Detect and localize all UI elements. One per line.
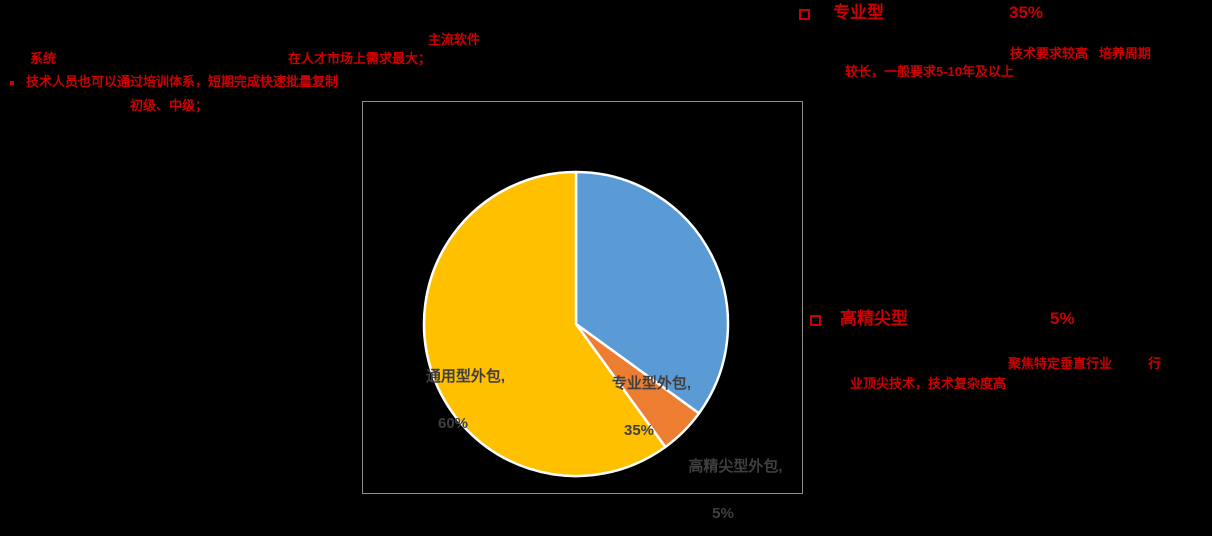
pie-label-name-elite: 高精尖型外包,: [688, 458, 783, 476]
right-block-title-elite: 高精尖型: [840, 309, 908, 328]
note-system: 系统: [30, 51, 57, 66]
note-training-replication: 技术人员也可以通过培训体系，短期完成快速批量复制: [26, 74, 339, 89]
pie-slice-1[interactable]: [574, 170, 730, 415]
pie-data-label-elite: 高精尖型外包, 5%: [643, 432, 803, 536]
right-block-desc2-professional: 较长，一般要求5-10年及以上: [845, 64, 1015, 79]
pie-data-label-general: 通用型外包, 60%: [363, 342, 543, 482]
pie-slice-3[interactable]: [422, 170, 667, 478]
bullet-dot-icon: [10, 81, 14, 85]
right-block-desc1-professional: 技术要求较高 培养周期: [1010, 46, 1151, 61]
hollow-square-icon-professional: [799, 9, 810, 20]
pie-label-name-professional: 专业型外包,: [611, 375, 692, 393]
note-mainstream-software: 主流软件: [428, 32, 481, 47]
chart-frame[interactable]: 专业型外包, 35% 通用型外包, 60% 高精尖型外包, 5%: [362, 101, 804, 522]
pie-label-value-elite: 5%: [712, 504, 734, 522]
right-block-percent-elite: 5%: [1050, 309, 1075, 328]
note-levels: 初级、中级；: [130, 98, 209, 113]
pie-label-value-general: 60%: [437, 414, 469, 432]
pie-label-name-general: 通用型外包,: [425, 368, 506, 386]
right-block-desc1-elite: 聚焦特定垂直行业 行: [1008, 356, 1162, 371]
pie-data-label-professional: 专业型外包, 35%: [559, 349, 719, 489]
note-market-demand: 在人才市场上需求最大；: [288, 51, 432, 66]
pie-chart-svg[interactable]: [363, 102, 804, 495]
right-block-percent-professional: 35%: [1009, 3, 1044, 22]
right-block-title-professional: 专业型: [833, 3, 884, 22]
pie-chart[interactable]: [363, 102, 804, 495]
hollow-square-icon-elite: [810, 315, 821, 326]
pie-label-value-professional: 35%: [623, 421, 655, 439]
right-block-desc2-elite: 业顶尖技术，技术复杂度高: [850, 376, 1007, 391]
